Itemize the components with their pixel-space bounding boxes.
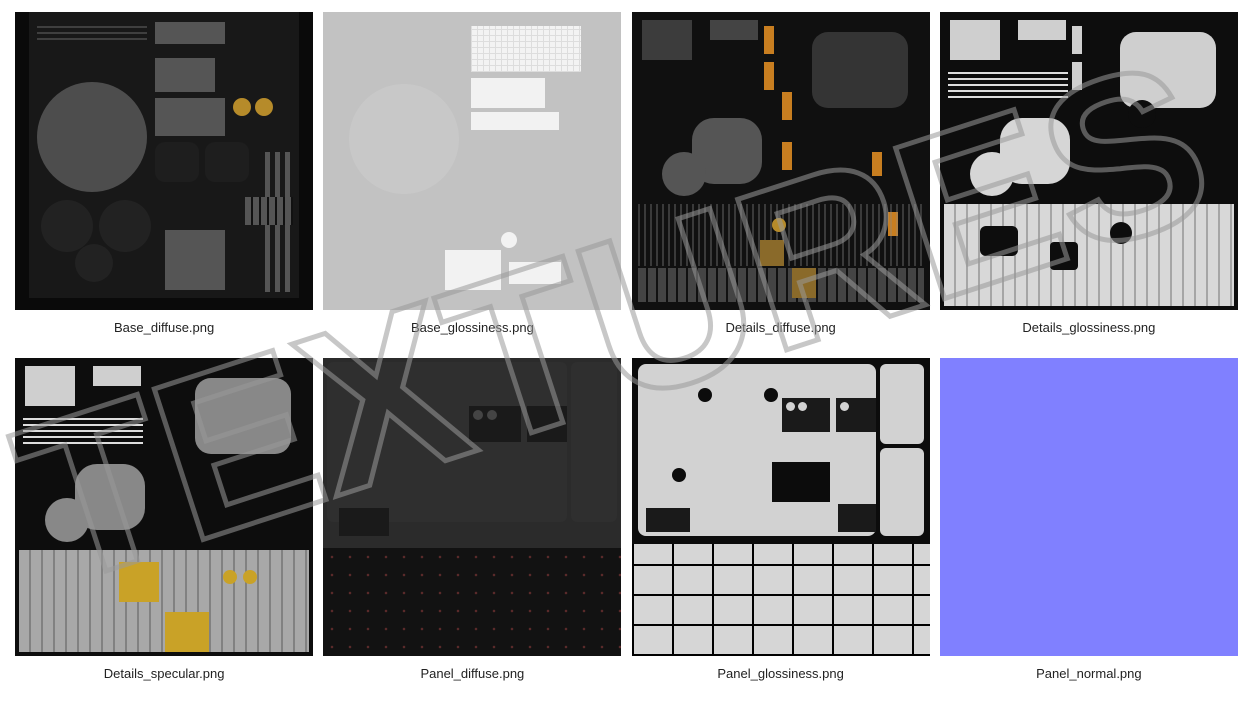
texture-preview [632,358,930,656]
thumb-label: Panel_glossiness.png [717,666,843,681]
thumb-panel-normal[interactable]: Panel_normal.png [939,358,1239,694]
thumb-details-diffuse[interactable]: Details_diffuse.png [631,12,931,348]
texture-preview [323,358,621,656]
texture-preview [632,12,930,310]
texture-preview [15,358,313,656]
thumb-base-diffuse[interactable]: Base_diffuse.png [14,12,314,348]
texture-preview [323,12,621,310]
thumb-details-specular[interactable]: Details_specular.png [14,358,314,694]
texture-grid: Base_diffuse.png Base_glossiness.png [0,0,1253,705]
thumb-label: Details_diffuse.png [725,320,835,335]
thumb-panel-diffuse[interactable]: Panel_diffuse.png [322,358,622,694]
thumb-label: Details_specular.png [104,666,225,681]
thumb-label: Panel_normal.png [1036,666,1142,681]
thumb-label: Base_diffuse.png [114,320,214,335]
texture-preview [15,12,313,310]
thumb-base-glossiness[interactable]: Base_glossiness.png [322,12,622,348]
thumb-label: Panel_diffuse.png [420,666,524,681]
thumb-panel-glossiness[interactable]: Panel_glossiness.png [631,358,931,694]
thumb-label: Base_glossiness.png [411,320,534,335]
texture-preview [940,358,1238,656]
thumb-details-glossiness[interactable]: Details_glossiness.png [939,12,1239,348]
thumb-label: Details_glossiness.png [1022,320,1155,335]
texture-preview [940,12,1238,310]
